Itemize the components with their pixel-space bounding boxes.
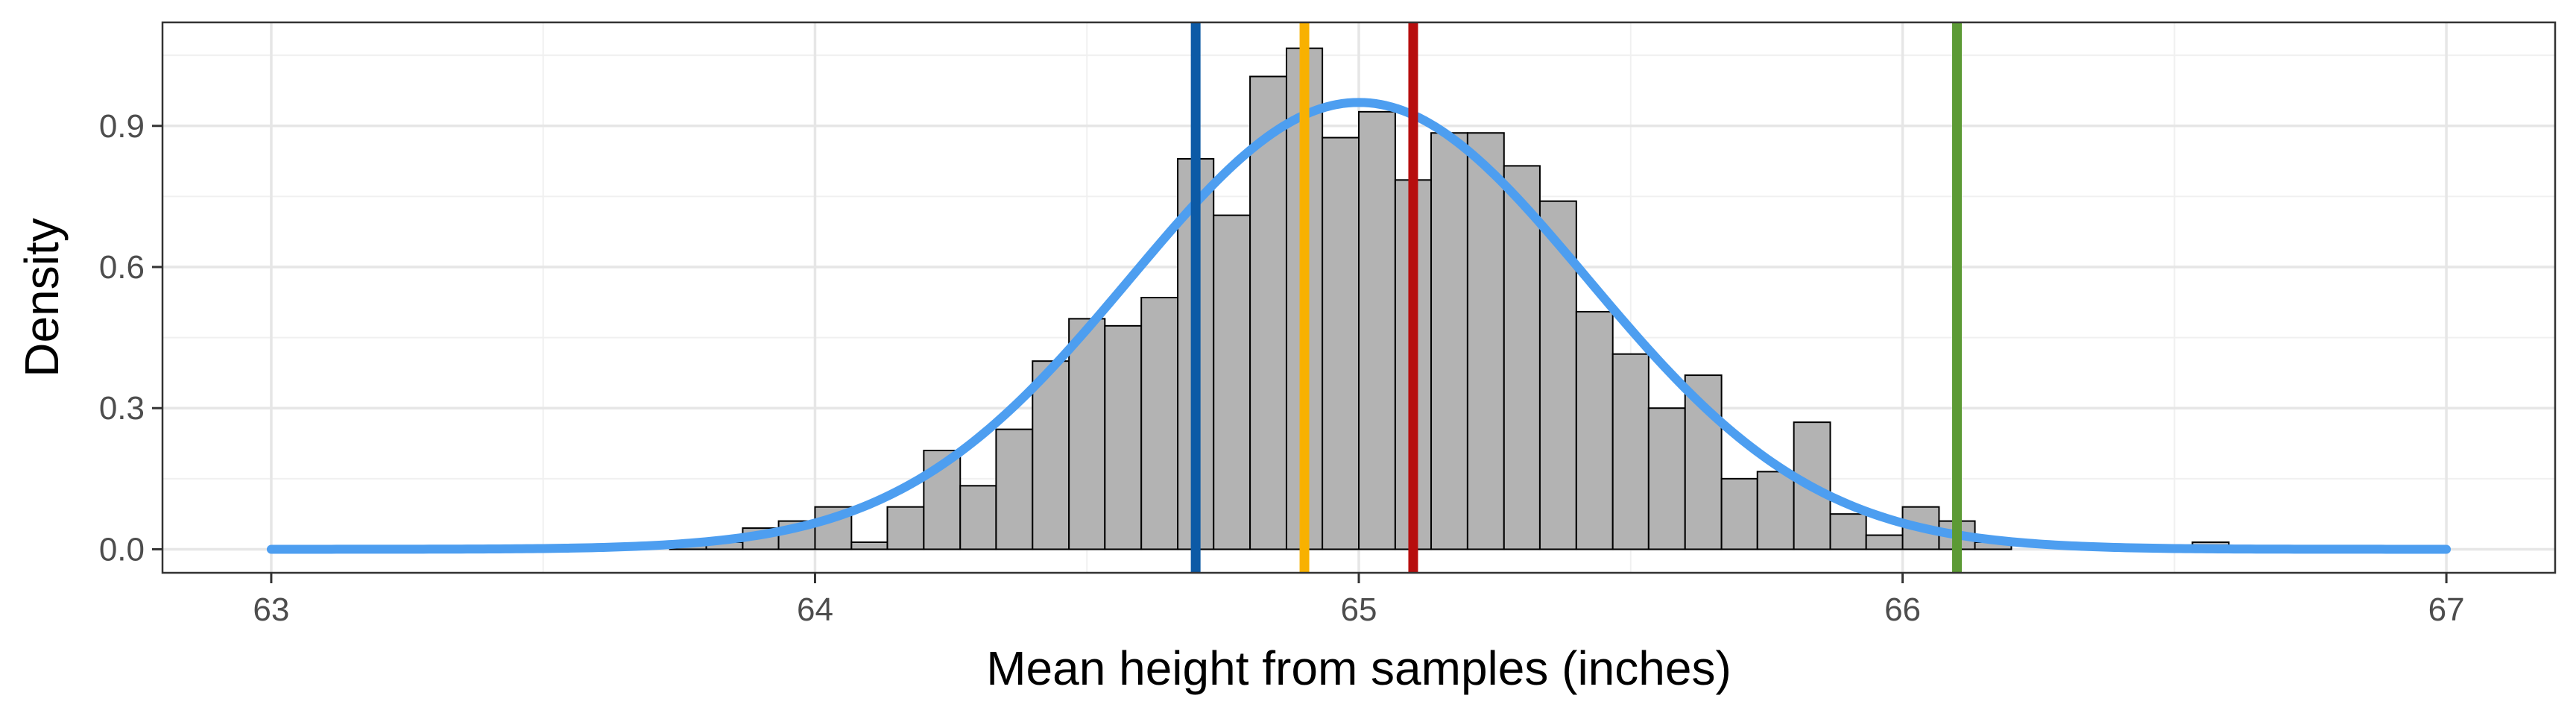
x-tick-label: 64 xyxy=(797,591,833,628)
y-tick-label: 0.6 xyxy=(99,249,145,286)
normal-density-curve xyxy=(266,98,2452,554)
x-axis-title: Mean height from samples (inches) xyxy=(986,641,1731,695)
histogram-bar xyxy=(1466,132,1505,550)
histogram-bar xyxy=(1430,132,1468,550)
histogram-bar xyxy=(1647,407,1686,550)
histogram-bar xyxy=(1032,360,1070,550)
histogram-bar xyxy=(1249,75,1287,550)
reference-lines xyxy=(1190,22,1962,573)
x-tick-label: 66 xyxy=(1884,591,1921,628)
x-tick-label: 67 xyxy=(2428,591,2465,628)
y-axis-title: Density xyxy=(15,218,69,377)
histogram-bar xyxy=(1575,310,1614,550)
histogram-bar xyxy=(1611,353,1650,550)
y-tick-label: 0.0 xyxy=(99,531,145,568)
axes: 63 64 65 66 67 0.0 0.3 0.6 0.9 xyxy=(99,108,2465,628)
histogram-bar xyxy=(1756,471,1795,550)
density-curve-layer xyxy=(266,98,2452,554)
histogram-bar xyxy=(1068,318,1106,550)
histogram-bar xyxy=(1358,110,1396,550)
histogram-bar xyxy=(1213,214,1251,550)
y-tick-label: 0.9 xyxy=(99,108,145,145)
histogram-bar xyxy=(995,428,1034,550)
histogram-bar xyxy=(1720,477,1758,550)
histogram-bar xyxy=(850,541,888,550)
x-tick-label: 63 xyxy=(253,591,289,628)
histogram-bar xyxy=(959,485,997,550)
histogram-bar xyxy=(886,506,925,550)
histogram-bar xyxy=(1865,534,1904,550)
y-tick-label: 0.3 xyxy=(99,390,145,427)
histogram-bar xyxy=(1829,513,1867,550)
histogram-bar xyxy=(1104,324,1143,550)
histogram-bar xyxy=(1322,136,1360,550)
histogram-bar xyxy=(1503,165,1541,550)
x-tick-label: 65 xyxy=(1341,591,1377,628)
histogram-bar xyxy=(1140,297,1179,550)
